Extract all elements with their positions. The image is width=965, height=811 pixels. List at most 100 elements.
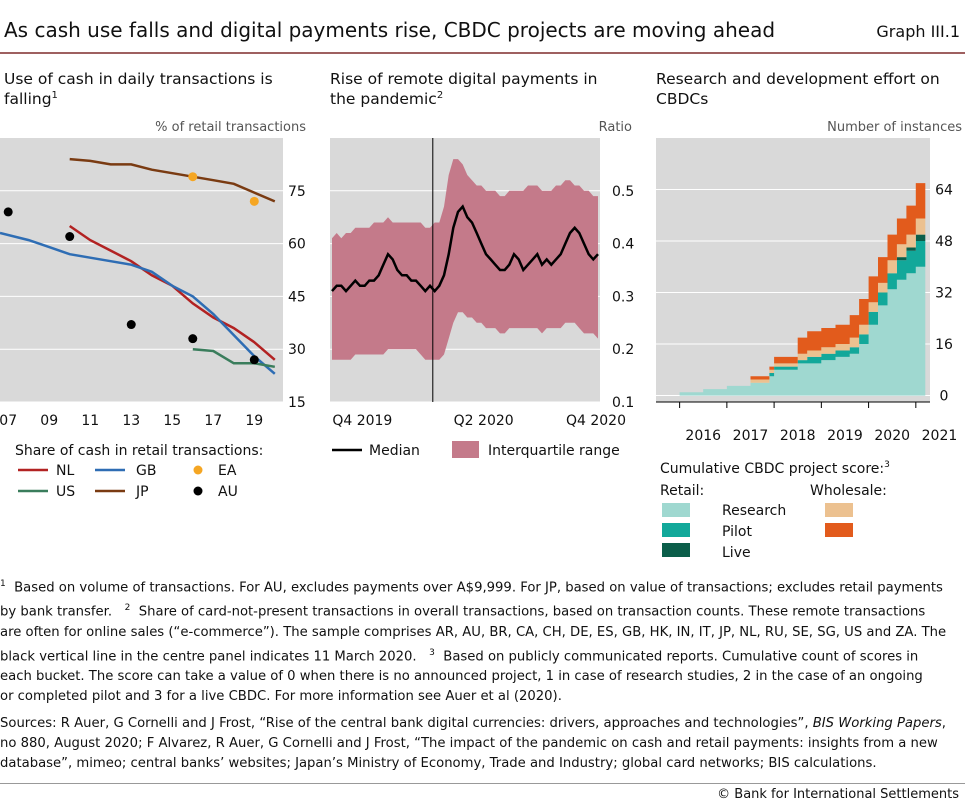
x-tick-label: 19 <box>245 413 263 429</box>
sources-line-2: no 880, August 2020; F Alvarez, R Auer, … <box>0 736 938 751</box>
legend-us: US <box>18 484 75 500</box>
footnote-3: Based on publicly communicated reports. … <box>443 649 919 665</box>
right-panel-title-1: Research and development effort on <box>656 70 940 88</box>
data-point-au <box>126 320 136 330</box>
footnote-1: 1 Based on volume of transactions. For A… <box>0 579 943 596</box>
footnote-2-cont: are often for online sales (“e-commerce”… <box>0 624 947 640</box>
sources-line-1: Sources: R Auer, G Cornelli and J Frost,… <box>0 716 809 731</box>
cash-use-chart: 15 30 45 60 75 07 09 11 13 15 17 19 <box>0 138 306 429</box>
x-tick-label: 2018 <box>780 428 816 444</box>
legend-ea: EA <box>193 463 237 479</box>
legend-ea-dot <box>193 465 203 475</box>
legend-iqr-label: Interquartile range <box>488 443 620 459</box>
sources-journal: BIS Working Papers <box>812 716 942 731</box>
right-panel-title-2: CBDCs <box>656 90 708 108</box>
x-tick-label: 2020 <box>874 428 910 444</box>
x-tick-label: 2017 <box>733 428 769 444</box>
y-tick-label: 16 <box>935 337 953 353</box>
plot-area <box>0 138 283 402</box>
legend-retail-live-swatch <box>662 543 690 557</box>
area-retail-research <box>656 260 926 396</box>
right-unit-label: Number of instances <box>827 120 962 135</box>
legend-live-label: Live <box>722 545 751 560</box>
right-legend-title: Cumulative CBDC project score: <box>660 461 884 477</box>
legend-jp: JP <box>95 484 149 500</box>
x-tick-label: 15 <box>163 413 181 429</box>
y-tick-label: 0 <box>940 389 949 405</box>
center-unit-label: Ratio <box>599 120 632 135</box>
data-point-ea <box>188 172 198 182</box>
figure-title: As cash use falls and digital payments r… <box>4 18 775 42</box>
x-tick-label: 11 <box>81 413 99 429</box>
data-point-au <box>249 355 259 365</box>
svg-text:falling1: falling1 <box>4 90 58 108</box>
svg-text:Cumulative CBDC project score:: Cumulative CBDC project score:3 <box>660 460 890 477</box>
figure: As cash use falls and digital payments r… <box>0 18 965 560</box>
legend-wholesale-heading: Wholesale: <box>810 483 887 499</box>
x-tick-label: Q2 2020 <box>454 413 514 429</box>
y-tick-label: 60 <box>288 237 306 253</box>
data-point-ea <box>249 196 259 206</box>
svg-text:the pandemic2: the pandemic2 <box>330 90 443 108</box>
data-point-au <box>3 207 13 217</box>
series-line-gb <box>0 231 276 375</box>
left-panel-title-2: falling <box>4 90 52 108</box>
x-tick-label: 2016 <box>685 428 721 444</box>
left-legend-title: Share of cash in retail transactions: <box>15 443 263 459</box>
footnote-3-cont: each bucket. The score can take a value … <box>0 669 923 685</box>
footer-rule <box>0 783 965 784</box>
legend-nl-label: NL <box>56 463 74 479</box>
remote-payments-chart: 0.1 0.2 0.3 0.4 0.5 Q4 2019 Q2 2020 Q4 2020 <box>330 138 634 429</box>
footnotes: 1 Based on volume of transactions. For A… <box>0 574 962 707</box>
legend-wholesale-pilot-swatch <box>825 523 853 537</box>
data-point-au <box>65 232 75 242</box>
left-panel-title-1: Use of cash in daily transactions is <box>4 70 273 88</box>
legend-wholesale-research-swatch <box>825 503 853 517</box>
legend-pilot-label: Pilot <box>722 524 752 540</box>
legend-au-label: AU <box>218 484 238 500</box>
center-panel-footnote-mark: 2 <box>437 90 443 101</box>
legend-research-label: Research <box>722 503 786 519</box>
iqr-band <box>332 159 598 360</box>
series-line-us <box>192 347 276 369</box>
center-panel-title-1: Rise of remote digital payments in <box>330 70 597 88</box>
x-tick-label: Q4 2020 <box>566 413 626 429</box>
y-tick-label: 64 <box>935 183 953 199</box>
center-panel-title-2: the pandemic <box>330 90 437 108</box>
x-tick-label: 17 <box>204 413 222 429</box>
area-wholesale-pilot <box>656 163 926 396</box>
graph-id: Graph III.1 <box>876 22 960 41</box>
legend-jp-label: JP <box>135 484 149 500</box>
legend-retail-pilot-swatch <box>662 523 690 537</box>
x-tick-label: 2019 <box>827 428 863 444</box>
footnote-1-cont: by bank transfer. <box>0 604 113 620</box>
legend-retail-heading: Retail: <box>660 483 704 499</box>
data-point-au <box>188 334 198 344</box>
area-retail-pilot <box>656 231 926 396</box>
copyright: © Bank for International Settlements <box>717 787 959 802</box>
legend-gb-label: GB <box>136 463 156 479</box>
footnote-2-cont2: black vertical line in the centre panel … <box>0 649 417 665</box>
y-tick-label: 30 <box>288 342 306 358</box>
legend-median: Median <box>332 443 420 459</box>
y-tick-label: 0.3 <box>612 289 634 305</box>
left-panel-footnote-mark: 1 <box>52 90 58 101</box>
legend-iqr-swatch <box>452 441 479 458</box>
y-tick-label: 45 <box>288 289 306 305</box>
legend-retail-research-swatch <box>662 503 690 517</box>
cbdc-effort-chart: 0 16 32 48 64 2016 2017 2018 2019 2020 2021 <box>656 138 957 444</box>
x-tick-label: 2021 <box>922 428 958 444</box>
series-line-jp <box>69 157 276 203</box>
legend-gb: GB <box>95 463 156 479</box>
right-legend-footnote-mark: 3 <box>884 460 890 470</box>
legend-ea-label: EA <box>218 463 237 479</box>
x-tick-label: 13 <box>122 413 140 429</box>
legend-nl: NL <box>18 463 74 479</box>
footnote-2: Share of card-not-present transactions i… <box>138 604 926 620</box>
legend-au: AU <box>193 484 238 500</box>
y-tick-label: 48 <box>935 234 953 250</box>
x-tick-label: 09 <box>40 413 58 429</box>
y-tick-label: 0.2 <box>612 342 634 358</box>
sources-line-3: database”, mimeo; central banks’ website… <box>0 756 877 771</box>
area-wholesale-research <box>656 202 926 396</box>
